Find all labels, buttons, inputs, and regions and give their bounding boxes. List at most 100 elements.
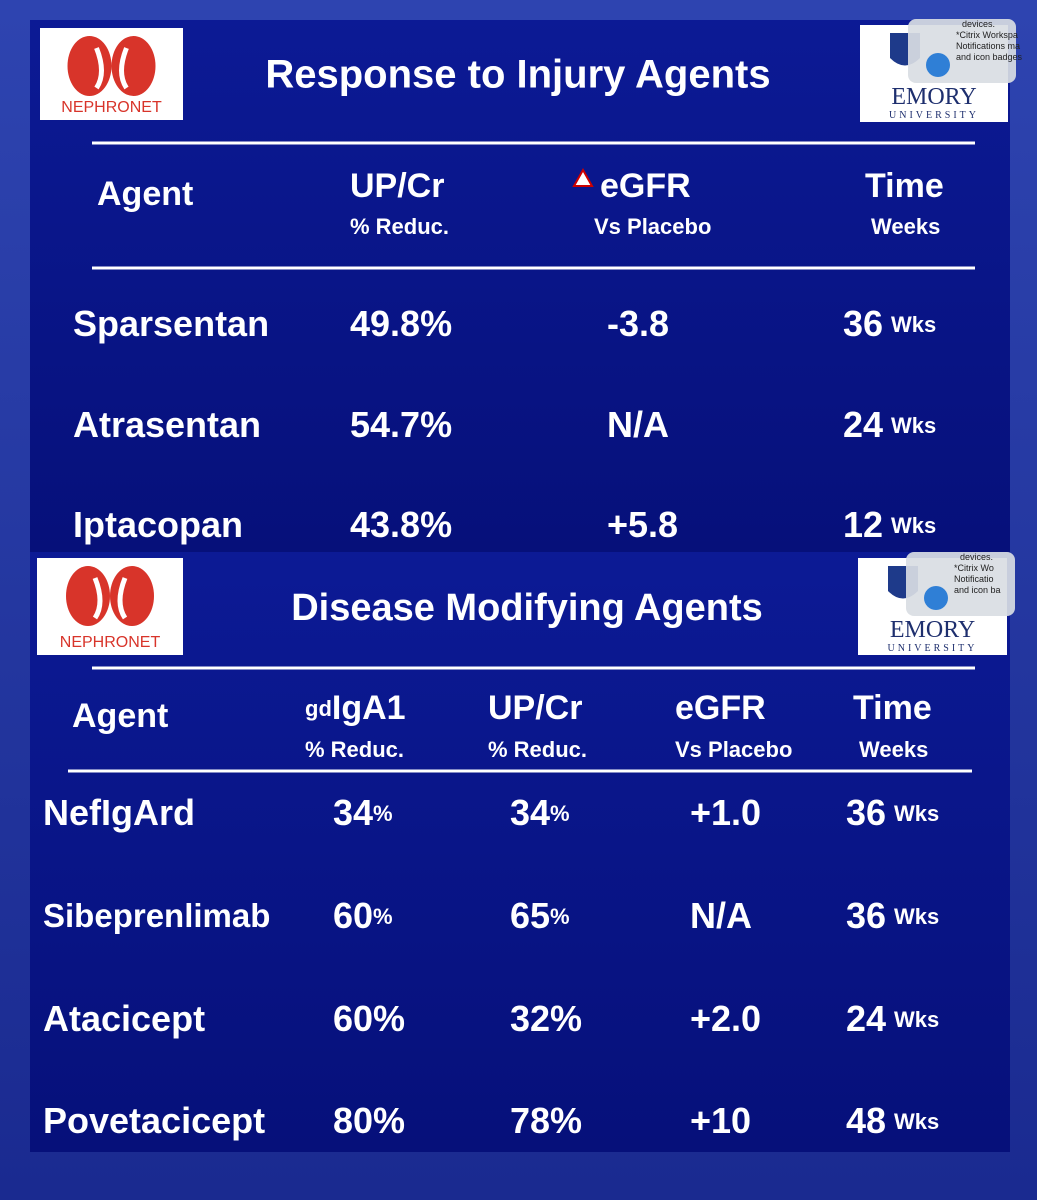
text-part: Povetacicept (43, 1100, 265, 1141)
header-cell: Agent (72, 697, 168, 735)
text-part: Time (853, 689, 932, 727)
table-cell: 65% (510, 895, 570, 936)
logo-hands (92, 577, 128, 620)
header-sub: Vs Placebo (675, 737, 792, 762)
logo-text: UNIVERSITY (888, 643, 978, 654)
text-part: NefIgArd (43, 792, 195, 833)
header-sub: % Reduc. (350, 214, 449, 239)
text-part: +5.8 (607, 504, 678, 545)
table-cell: 48 Wks (846, 1100, 939, 1141)
text-part: +2.0 (690, 998, 761, 1039)
notification-text: *Citrix Wo (954, 563, 994, 573)
text-part: % (373, 904, 393, 929)
text-part: N/A (607, 404, 669, 445)
table-cell: 24 Wks (843, 404, 936, 445)
table-cell: Povetacicept (43, 1100, 265, 1141)
text-part: Wks (894, 904, 939, 929)
text-part: % (550, 801, 570, 826)
table-cell: 36 Wks (846, 895, 939, 936)
table-cell: 36 Wks (846, 792, 939, 833)
text-part: N/A (690, 895, 752, 936)
text-part: 80% (333, 1100, 405, 1141)
notification-text: devices. (962, 19, 995, 29)
header-cell: eGFR (600, 167, 691, 205)
slide (30, 552, 1010, 1152)
header-cell: eGFR (675, 689, 766, 727)
table-cell: 54.7% (350, 404, 452, 445)
text-part: Agent (97, 175, 193, 213)
table-cell: 78% (510, 1100, 582, 1141)
table-cell: 24 Wks (846, 998, 939, 1039)
text-part: UP/Cr (488, 689, 582, 727)
text-part: 24 (843, 404, 883, 445)
header-sub: % Reduc. (488, 737, 587, 762)
table-cell: Atacicept (43, 998, 205, 1039)
text-part: 34 (510, 792, 550, 833)
text-part: Wks (894, 1007, 939, 1032)
text-part: Sparsentan (73, 303, 269, 344)
table-cell: Atrasentan (73, 404, 261, 445)
text-part: 49.8% (350, 303, 452, 344)
table-cell: +10 (690, 1100, 751, 1141)
text-part: % (373, 801, 393, 826)
slide (30, 20, 1010, 552)
slide-title: Response to Injury Agents (265, 53, 770, 97)
logo-text: EMORY (891, 84, 976, 110)
table-cell: N/A (690, 895, 752, 936)
header-cell: Time (865, 167, 944, 205)
text-part: 34 (333, 792, 373, 833)
text-part: 32% (510, 998, 582, 1039)
text-part: -3.8 (607, 303, 669, 344)
text-part: 43.8% (350, 504, 452, 545)
text-part: 36 (843, 303, 883, 344)
table-cell: Sibeprenlimab (43, 897, 270, 934)
logo-text: UNIVERSITY (889, 110, 979, 121)
notification-text: and icon badges (956, 52, 1023, 62)
text-part: 54.7% (350, 404, 452, 445)
text-part: eGFR (675, 689, 766, 727)
text-part: 24 (846, 998, 886, 1039)
text-part: UP/Cr (350, 167, 444, 205)
text-part: Atrasentan (73, 404, 261, 445)
header-sub: Weeks (871, 214, 940, 239)
text-part: Wks (891, 513, 936, 538)
notification-text: Notificatio (954, 574, 994, 584)
text-part: Wks (891, 312, 936, 337)
logo-text: NEPHRONET (61, 99, 162, 116)
text-part: IgA1 (332, 689, 406, 727)
logo-text: NEPHRONET (60, 634, 161, 651)
table-cell: +1.0 (690, 792, 761, 833)
logo-text: EMORY (890, 617, 975, 643)
table-cell: Sparsentan (73, 303, 269, 344)
logo-kidney (111, 36, 156, 96)
header-sub: % Reduc. (305, 737, 404, 762)
slide-title: Disease Modifying Agents (291, 587, 763, 629)
table-cell: 32% (510, 998, 582, 1039)
notification-icon (924, 586, 948, 610)
text-part: 60% (333, 998, 405, 1039)
text-part: +10 (690, 1100, 751, 1141)
text-part: 36 (846, 895, 886, 936)
header-cell: UP/Cr (488, 689, 582, 727)
table-cell: 80% (333, 1100, 405, 1141)
header-cell: Time (853, 689, 932, 727)
text-part: 36 (846, 792, 886, 833)
table-cell: -3.8 (607, 303, 669, 344)
logo-kidney (66, 566, 110, 626)
logo-hands (94, 47, 129, 90)
logo-box (37, 558, 183, 655)
text-part: Agent (72, 697, 168, 735)
notification-text: Notifications ma (956, 41, 1020, 51)
table-cell: NefIgArd (43, 792, 195, 833)
table-cell: +2.0 (690, 998, 761, 1039)
text-part: 65 (510, 895, 550, 936)
notification-icon (926, 53, 950, 77)
header-sub: Vs Placebo (594, 214, 711, 239)
header-cell: UP/Cr (350, 167, 444, 205)
table-cell: 36 Wks (843, 303, 936, 344)
table-cell: 34% (510, 792, 570, 833)
text-part: 48 (846, 1100, 886, 1141)
table-cell: +5.8 (607, 504, 678, 545)
notification-text: *Citrix Workspa (956, 30, 1018, 40)
